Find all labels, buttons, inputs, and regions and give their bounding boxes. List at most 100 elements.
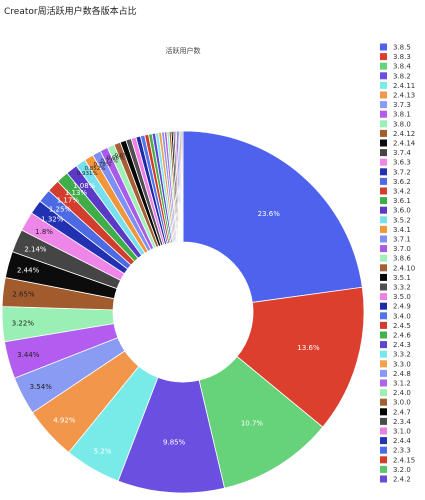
legend-item[interactable]: 3.6.1 <box>380 197 411 205</box>
legend-item[interactable]: 3.5.0 <box>380 293 411 301</box>
legend-item[interactable]: 2.4.8 <box>380 369 411 378</box>
slice-label: 1.08% <box>73 182 96 190</box>
legend-item[interactable]: 3.8.1 <box>380 110 411 119</box>
legend-item[interactable]: 3.2.0 <box>380 465 411 474</box>
legend-label: 3.8.4 <box>393 63 411 71</box>
legend-swatch <box>380 341 387 349</box>
legend-label: 3.4.2 <box>393 188 411 196</box>
slice-label: 0.931% <box>77 171 98 177</box>
legend-item[interactable]: 3.8.5 <box>380 43 411 52</box>
legend-label: 2.4.11 <box>393 82 415 90</box>
legend-label: 2.4.13 <box>393 92 415 100</box>
legend-swatch <box>380 245 387 253</box>
legend-item[interactable]: 2.4.5 <box>380 321 411 330</box>
slice-label: 2.44% <box>17 266 40 274</box>
legend-swatch <box>380 72 387 80</box>
legend-item[interactable]: 3.3.2 <box>380 350 411 359</box>
legend-item[interactable]: 3.8.0 <box>380 120 411 128</box>
legend-item[interactable]: 3.7.2 <box>380 168 411 176</box>
legend-item[interactable]: 2.4.7 <box>380 408 411 416</box>
legend-label: 2.4.14 <box>393 140 416 148</box>
legend-item[interactable]: 2.4.15 <box>380 456 415 464</box>
slice-label: 0.78% <box>94 162 111 168</box>
legend-item[interactable]: 2.4.12 <box>380 129 415 138</box>
legend-label: 3.7.0 <box>393 245 411 253</box>
legend-swatch <box>380 465 387 473</box>
legend-item[interactable]: 3.1.0 <box>380 427 411 436</box>
legend-item[interactable]: 3.1.2 <box>380 379 411 388</box>
legend-item[interactable]: 2.4.4 <box>380 437 411 445</box>
slice-label: 0.6% <box>115 153 129 159</box>
legend-swatch <box>380 177 387 185</box>
legend-label: 3.5.1 <box>393 274 411 282</box>
legend-swatch <box>380 273 387 281</box>
legend-swatch <box>380 446 387 454</box>
legend-label: 3.7.4 <box>393 149 411 157</box>
legend-swatch <box>380 81 387 89</box>
legend-label: 3.4.1 <box>393 226 411 234</box>
pie-slice-3-8-3 <box>236 286 365 428</box>
legend-item[interactable]: 3.7.1 <box>380 235 411 244</box>
legend-label: 2.4.6 <box>393 332 411 340</box>
legend-label: 2.4.3 <box>393 341 411 349</box>
legend-item[interactable]: 3.5.1 <box>380 273 411 282</box>
legend-item[interactable]: 2.4.6 <box>380 331 411 340</box>
legend-item[interactable]: 2.4.2 <box>380 475 411 484</box>
legend-item[interactable]: 3.8.3 <box>380 53 411 61</box>
legend-swatch <box>380 331 387 339</box>
legend-item[interactable]: 3.3.0 <box>380 360 411 368</box>
legend-label: 3.6.1 <box>393 197 411 205</box>
legend-swatch <box>380 427 387 435</box>
legend-item[interactable]: 3.7.3 <box>380 101 411 109</box>
legend-label: 3.3.2 <box>393 351 411 359</box>
slice-label: 9.85% <box>163 439 186 447</box>
legend-swatch <box>380 475 387 483</box>
legend-swatch <box>380 456 387 464</box>
legend-label: 3.1.0 <box>393 428 411 436</box>
legend-item[interactable]: 2.3.3 <box>380 446 411 455</box>
legend-item[interactable]: 3.0.0 <box>380 398 411 407</box>
slice-label: 2.65% <box>12 291 35 299</box>
legend-item[interactable]: 3.7.4 <box>380 149 411 157</box>
legend-item[interactable]: 3.4.2 <box>380 187 411 196</box>
pie-slice-2-4-2 <box>181 130 184 243</box>
page-title: Creator周活跃用户数各版本占比 <box>4 7 137 17</box>
legend-swatch <box>380 302 387 310</box>
legend-swatch <box>380 254 387 262</box>
slice-labels: 23.6% 13.6% 10.7% 9.85% 5.2% 4.92% 3.54% 3.44% 3… <box>12 153 320 455</box>
legend-label: 3.8.0 <box>393 120 411 128</box>
slice-label: 3.22% <box>12 319 35 327</box>
legend-item[interactable]: 3.5.2 <box>380 216 411 224</box>
legend-item[interactable]: 2.4.0 <box>380 389 411 397</box>
legend-swatch <box>380 110 387 118</box>
legend-item[interactable]: 3.3.2 <box>380 283 411 292</box>
legend-item[interactable]: 2.4.13 <box>380 91 415 100</box>
legend-swatch <box>380 398 387 406</box>
legend-swatch <box>380 408 387 416</box>
legend-item[interactable]: 2.4.3 <box>380 341 411 349</box>
legend-item[interactable]: 3.4.0 <box>380 312 411 320</box>
legend-item[interactable]: 2.4.11 <box>380 81 415 90</box>
legend-item[interactable]: 3.4.1 <box>380 225 411 234</box>
legend-swatch <box>380 321 387 329</box>
legend-swatch <box>380 417 387 425</box>
legend-item[interactable]: 3.8.6 <box>380 254 411 263</box>
legend-item[interactable]: 2.4.9 <box>380 302 411 311</box>
legend-item[interactable]: 2.4.10 <box>380 264 415 272</box>
legend-item[interactable]: 3.6.3 <box>380 158 411 167</box>
legend-label: 2.4.0 <box>393 389 411 397</box>
legend-label: 2.4.15 <box>393 456 415 464</box>
legend-item[interactable]: 2.4.14 <box>380 139 416 148</box>
legend-swatch <box>380 264 387 272</box>
legend-item[interactable]: 3.8.4 <box>380 63 411 71</box>
pie-slices <box>1 130 365 494</box>
slice-label: 1.13% <box>65 189 88 197</box>
legend-item[interactable]: 3.8.2 <box>380 72 411 80</box>
legend-item[interactable]: 3.6.2 <box>380 177 411 186</box>
legend-label: 2.3.4 <box>393 418 411 426</box>
legend-item[interactable]: 3.6.0 <box>380 206 411 215</box>
legend-label: 3.8.6 <box>393 255 411 263</box>
legend-item[interactable]: 2.3.4 <box>380 417 411 426</box>
legend-item[interactable]: 3.7.0 <box>380 245 411 253</box>
slice-label: 1.17% <box>57 197 80 205</box>
